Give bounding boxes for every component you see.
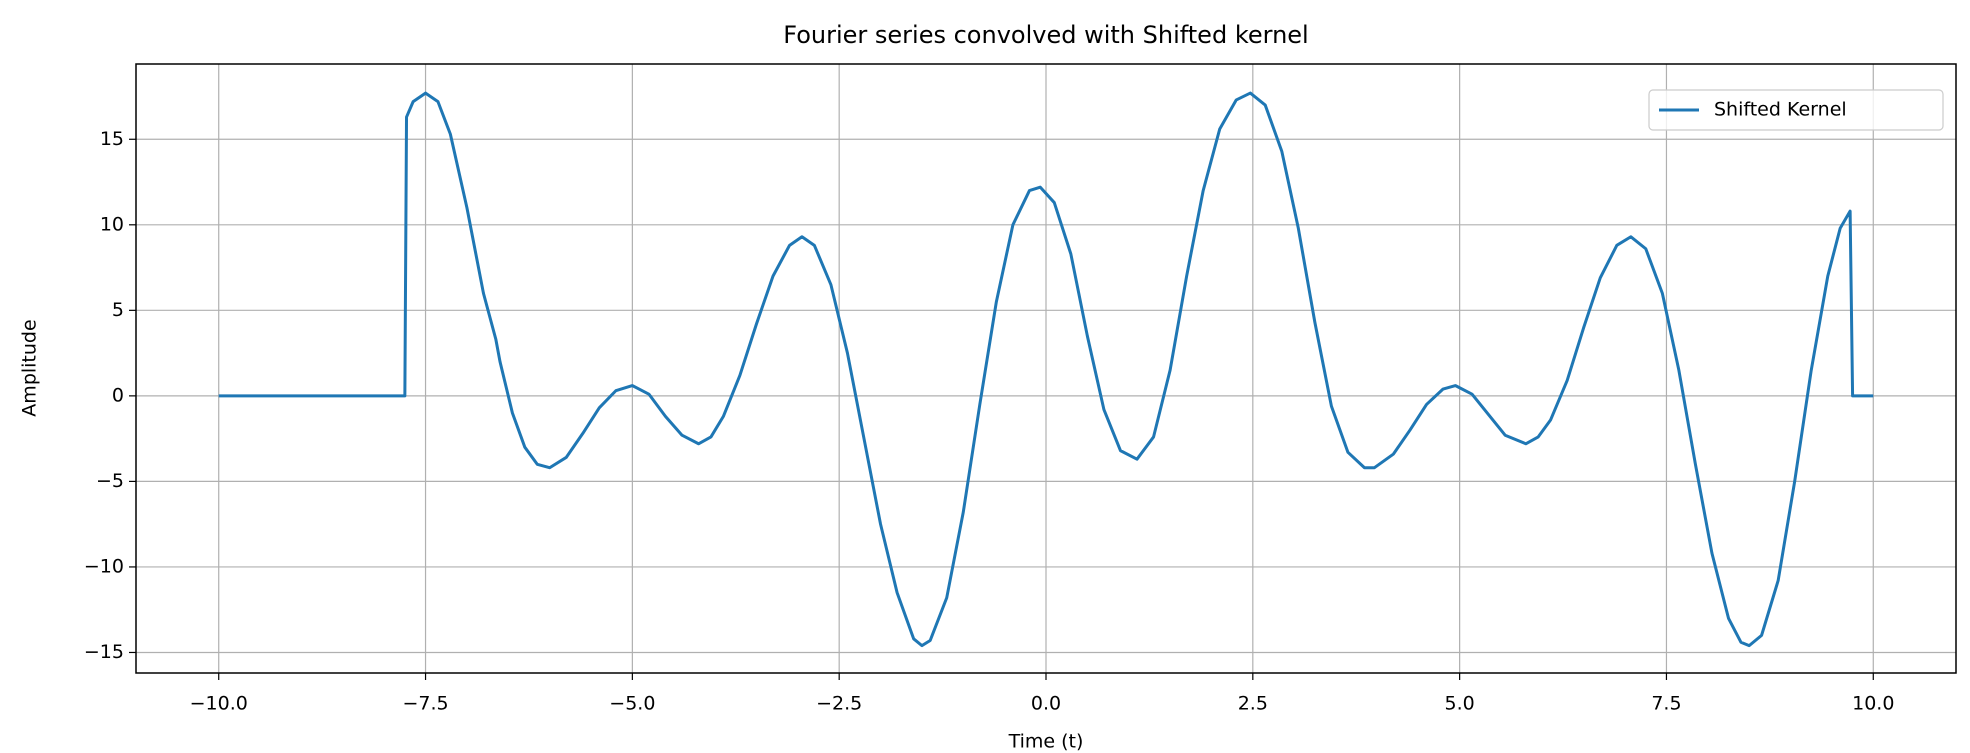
x-tick-label: −2.5 xyxy=(816,693,862,715)
legend-box xyxy=(1648,89,1944,131)
y-tick-label: 10 xyxy=(100,213,124,235)
x-tick-label: 2.5 xyxy=(1238,693,1268,715)
y-tick-label: 0 xyxy=(112,384,124,406)
x-tick-label: 0.0 xyxy=(1031,693,1061,715)
x-tick-label: −10.0 xyxy=(190,693,248,715)
chart-title: Fourier series convolved with Shifted ke… xyxy=(783,21,1308,49)
plot-frame xyxy=(135,63,1957,674)
y-tick-label: 15 xyxy=(100,128,124,150)
x-axis-label: Time (t) xyxy=(1008,731,1084,753)
x-tick-label: 5.0 xyxy=(1445,693,1475,715)
y-tick-label: 5 xyxy=(112,299,124,321)
legend-label: Shifted Kernel xyxy=(1714,99,1847,121)
line-series xyxy=(218,91,1874,648)
x-tick-label: −7.5 xyxy=(402,693,448,715)
x-tick-label: −5.0 xyxy=(609,693,655,715)
y-tick-label: −15 xyxy=(84,641,124,663)
x-tick-label: 10.0 xyxy=(1852,693,1894,715)
y-tick-label: −10 xyxy=(84,555,124,577)
y-tick-label: −5 xyxy=(96,470,124,492)
y-axis-label: Amplitude xyxy=(19,319,41,416)
x-tick-label: 7.5 xyxy=(1651,693,1681,715)
